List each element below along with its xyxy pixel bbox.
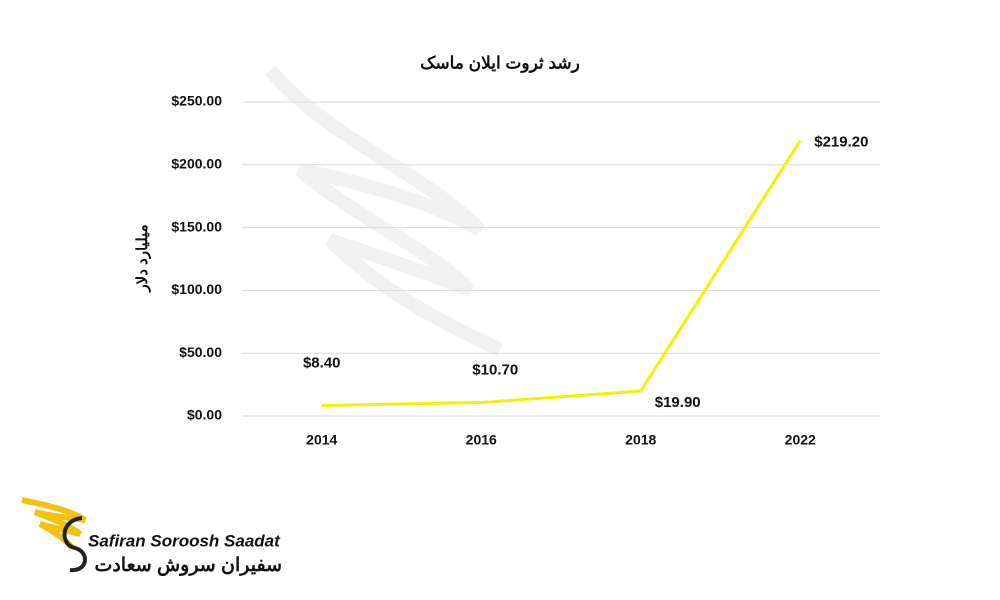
chart-title: رشد ثروت ایلان ماسک xyxy=(420,53,580,73)
logo-latin: Safiran Soroosh Saadat xyxy=(88,531,281,550)
y-axis-label: میلیارد دلار xyxy=(134,224,151,292)
y-tick-label: $150.00 xyxy=(171,218,222,234)
line xyxy=(321,139,802,407)
logo: Safiran Soroosh Saadat سفیران سروش سعادت xyxy=(21,497,282,576)
y-tick-label: $100.00 xyxy=(171,281,222,297)
data-label: $8.40 xyxy=(303,354,341,371)
logo-wing xyxy=(21,497,87,550)
x-tick-label: 2014 xyxy=(306,432,337,448)
data-label: $219.20 xyxy=(814,134,868,151)
x-tick-label: 2022 xyxy=(785,432,816,448)
x-tick-label: 2016 xyxy=(466,432,497,448)
logo-swan xyxy=(62,516,87,573)
y-tick-label: $200.00 xyxy=(171,156,222,172)
y-tick-label: $50.00 xyxy=(179,344,222,360)
logo-persian: سفیران سروش سعادت xyxy=(94,555,282,576)
x-tick-label: 2018 xyxy=(625,432,656,448)
y-tick-label: $250.00 xyxy=(171,93,222,109)
watermark xyxy=(264,65,504,357)
y-tick-label: $0.00 xyxy=(187,407,222,423)
data-label: $19.90 xyxy=(655,394,701,411)
data-label: $10.70 xyxy=(472,362,518,379)
